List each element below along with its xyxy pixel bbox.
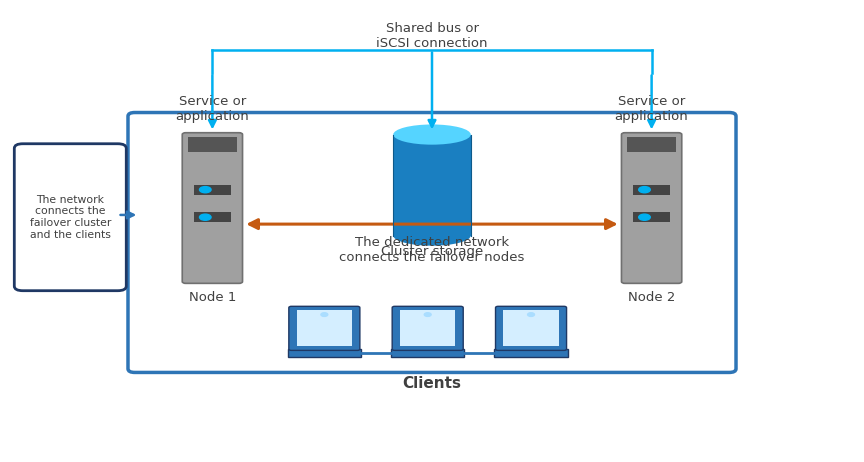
FancyBboxPatch shape [289,306,360,350]
Bar [188,137,237,152]
Bar [393,134,471,236]
Bar [633,212,670,222]
Bar [194,184,231,195]
FancyBboxPatch shape [621,133,682,283]
Circle shape [638,214,651,220]
Ellipse shape [393,124,471,145]
Circle shape [638,187,651,193]
Bar [194,212,231,222]
Text: Shared bus or
iSCSI connection: Shared bus or iSCSI connection [376,22,488,50]
Text: Node 2: Node 2 [628,291,676,304]
FancyBboxPatch shape [182,133,243,283]
Text: Clients: Clients [403,376,461,391]
FancyBboxPatch shape [15,144,126,291]
Bar [400,310,455,346]
Text: The network
connects the
failover cluster
and the clients: The network connects the failover cluste… [29,195,111,240]
Text: The dedicated network
connects the failover nodes: The dedicated network connects the failo… [340,236,524,264]
Circle shape [321,313,327,316]
Bar [288,349,361,357]
Bar [391,349,464,357]
Bar [627,137,676,152]
Circle shape [200,187,211,193]
Text: Service or
application: Service or application [175,95,249,123]
Ellipse shape [393,225,471,246]
FancyBboxPatch shape [128,113,736,372]
Circle shape [424,313,431,316]
Text: Node 1: Node 1 [188,291,236,304]
Bar [296,310,353,346]
Circle shape [528,313,535,316]
Text: Cluster storage: Cluster storage [381,245,483,258]
Bar [494,349,568,357]
Circle shape [200,214,211,220]
FancyBboxPatch shape [496,306,567,350]
Text: Service or
application: Service or application [615,95,689,123]
FancyBboxPatch shape [392,306,463,350]
Bar [503,310,559,346]
Bar [633,184,670,195]
